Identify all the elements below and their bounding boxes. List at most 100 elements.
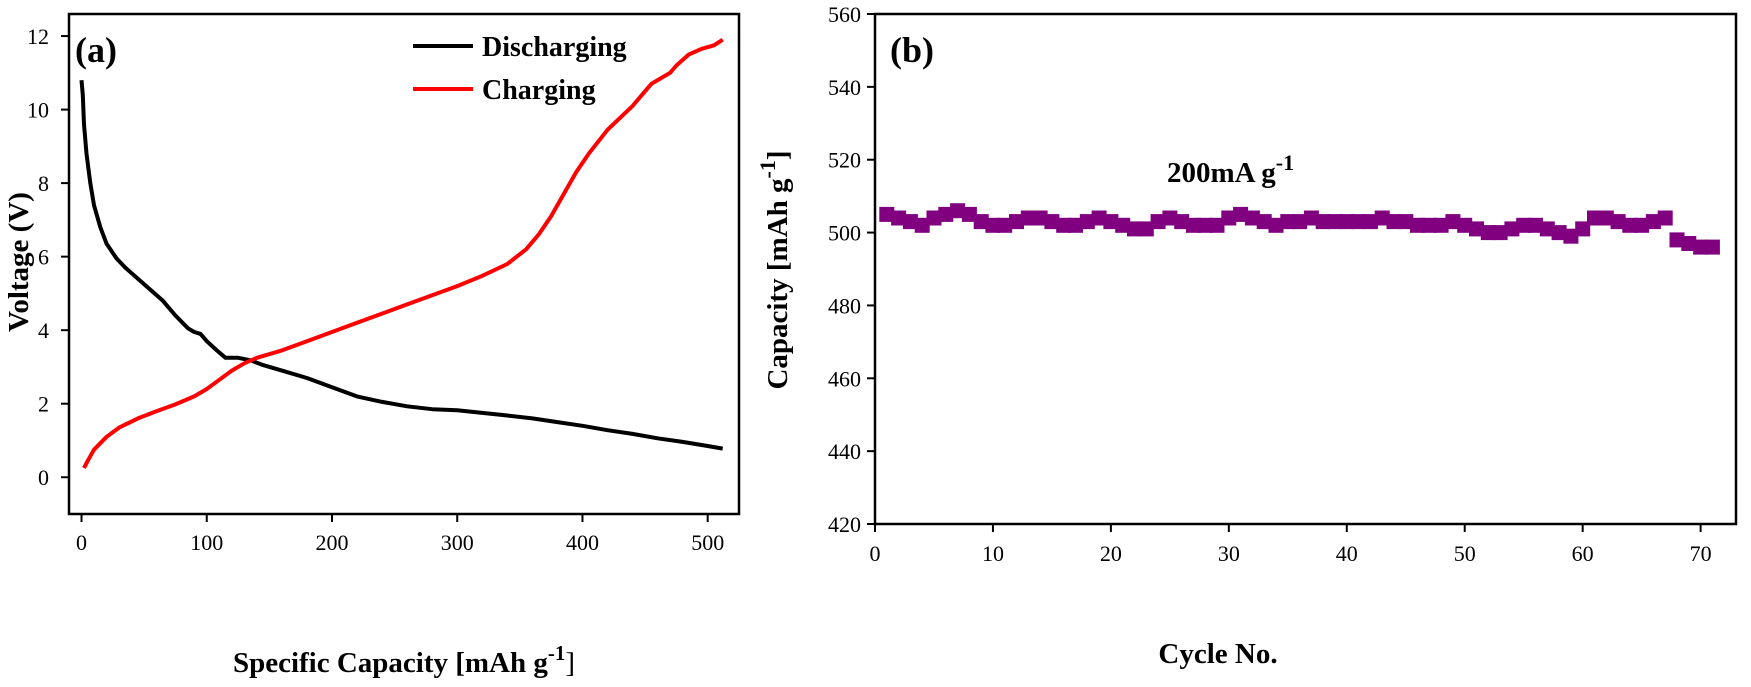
data-point-marker — [1233, 206, 1249, 222]
data-point-marker — [1469, 221, 1484, 237]
y-tick-label: 480 — [828, 293, 861, 318]
panel-b-annotation: 200mA g-1 — [1167, 150, 1294, 189]
data-point-marker — [1386, 214, 1402, 230]
x-tick-label: 200 — [315, 530, 348, 555]
y-tick-label: 4 — [38, 318, 49, 343]
data-point-marker — [1433, 217, 1449, 233]
data-point-marker — [1056, 217, 1072, 233]
data-point-marker — [1292, 214, 1308, 230]
panel-b-plot-frame — [873, 12, 1738, 526]
data-point-marker — [1516, 217, 1532, 233]
x-tick-label: 500 — [691, 530, 724, 555]
data-point-marker — [1339, 214, 1355, 230]
y-tick-label: 10 — [27, 98, 49, 123]
y-tick-label: 12 — [27, 24, 49, 49]
y-tick-label: 8 — [38, 171, 49, 196]
data-point-marker — [1563, 228, 1579, 244]
data-point-marker — [1068, 217, 1083, 233]
data-point-marker — [1410, 217, 1425, 233]
data-point-marker — [1162, 210, 1178, 226]
data-point-marker — [1221, 210, 1237, 226]
x-tick-label: 70 — [1690, 541, 1712, 566]
panel-b-markers — [879, 203, 1720, 255]
data-point-marker — [1634, 217, 1650, 233]
series-line-charging — [82, 38, 724, 469]
panel-a-legend: Discharging Charging — [413, 32, 627, 106]
data-point-marker — [1445, 214, 1461, 230]
data-point-marker — [1669, 232, 1685, 248]
data-point-marker — [1362, 214, 1378, 230]
panel-a-x-axis-title-sup: -1 — [548, 641, 566, 665]
y-tick-label: 6 — [38, 245, 49, 270]
y-tick-label: 520 — [828, 148, 861, 173]
data-point-marker — [1079, 214, 1095, 230]
panel-a-x-axis-title-text: Specific Capacity [mAh g — [233, 647, 548, 679]
panel-b-annotation-text: 200mA g — [1167, 157, 1276, 189]
data-point-marker — [1657, 210, 1673, 226]
data-point-marker — [914, 217, 930, 233]
panel-a-y-axis-title: Voltage (V) — [3, 192, 35, 332]
panel-a-x-axis-title-close: ] — [565, 647, 575, 679]
data-point-marker — [1374, 210, 1390, 226]
panel-b-x-axis: 0 10 20 30 40 50 60 70 — [870, 524, 1712, 566]
data-point-marker — [1244, 210, 1260, 226]
data-point-marker — [938, 206, 954, 222]
panel-a-plot-frame — [67, 12, 741, 516]
x-tick-label: 30 — [1218, 541, 1240, 566]
data-point-marker — [1575, 221, 1591, 237]
panel-b-y-axis-title-sup: -1 — [755, 160, 780, 178]
data-point-marker — [1150, 214, 1166, 230]
data-point-marker — [997, 217, 1013, 233]
data-point-marker — [1598, 210, 1614, 226]
y-tick-label: 560 — [828, 2, 861, 27]
data-point-marker — [1539, 221, 1555, 237]
data-point-marker — [1268, 217, 1284, 233]
data-point-marker — [1020, 210, 1036, 226]
y-tick-label: 2 — [38, 392, 49, 417]
data-point-marker — [1587, 210, 1602, 226]
y-tick-label: 460 — [828, 366, 861, 391]
data-point-marker — [1398, 214, 1414, 230]
x-tick-label: 400 — [566, 530, 599, 555]
data-point-marker — [985, 217, 1001, 233]
data-point-marker — [891, 210, 907, 226]
panel-b-annotation-sup: -1 — [1276, 150, 1294, 175]
data-point-marker — [1681, 236, 1697, 251]
x-tick-label: 60 — [1572, 541, 1594, 566]
panel-a-curves — [79, 38, 724, 469]
data-point-marker — [1044, 214, 1060, 230]
data-point-marker — [1186, 217, 1201, 233]
data-point-marker — [1551, 225, 1567, 241]
data-point-marker — [1032, 210, 1048, 226]
panel-a-y-axis: 0 2 4 6 8 10 12 — [27, 24, 69, 490]
data-point-marker — [1256, 214, 1272, 230]
data-point-marker — [1115, 217, 1131, 233]
y-tick-label: 500 — [828, 221, 861, 246]
x-tick-label: 20 — [1100, 541, 1122, 566]
y-tick-label: 540 — [828, 75, 861, 100]
data-point-marker — [973, 214, 989, 230]
x-tick-label: 300 — [441, 530, 474, 555]
data-point-marker — [1457, 217, 1473, 233]
data-point-marker — [1492, 225, 1508, 241]
data-point-marker — [1610, 214, 1626, 230]
data-point-marker — [1528, 217, 1543, 233]
data-point-marker — [1504, 221, 1520, 237]
data-point-marker — [1127, 221, 1142, 237]
panel-a-x-axis-title: Specific Capacity [mAh g-1] — [233, 641, 575, 679]
panel-b-y-axis-title: Capacity [mAh g-1] — [755, 150, 794, 389]
panel-b-y-axis: 420 440 460 480 500 520 540 560 — [828, 2, 875, 537]
data-point-marker — [1693, 239, 1709, 255]
panel-b-cycle-capacity-chart: 0 10 20 30 40 50 60 70 420 440 460 480 500 520 540 560… — [755, 2, 1738, 670]
x-tick-label: 40 — [1336, 541, 1358, 566]
y-tick-label: 440 — [828, 439, 861, 464]
data-point-marker — [926, 210, 942, 226]
legend-discharging-label: Discharging — [482, 32, 627, 63]
data-point-marker — [1704, 239, 1720, 255]
data-point-marker — [1480, 225, 1496, 241]
panel-b-label: (b) — [890, 30, 934, 70]
x-tick-label: 0 — [76, 530, 87, 555]
series-line-discharging — [79, 80, 724, 451]
data-point-marker — [1421, 217, 1437, 233]
data-point-marker — [1315, 214, 1331, 230]
